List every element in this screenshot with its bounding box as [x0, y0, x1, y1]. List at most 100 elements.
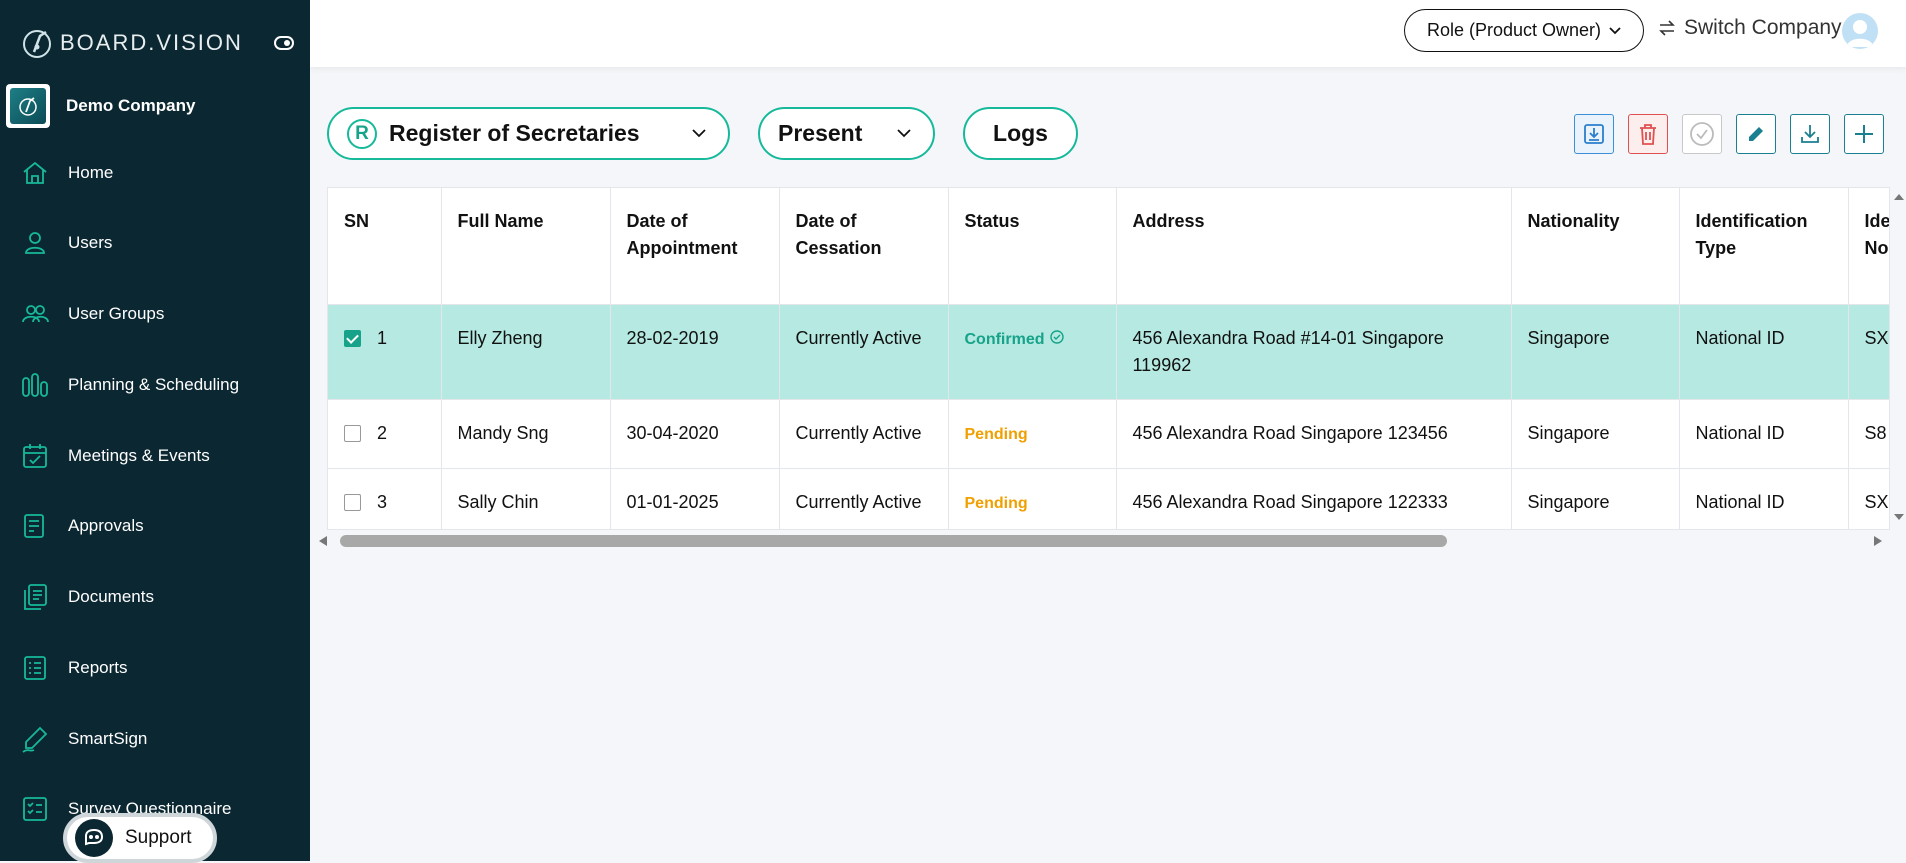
nav-item-users[interactable]: Users: [20, 228, 112, 258]
table-header-row: SN Full Name Date of Appointment Date of…: [328, 188, 1889, 304]
table-row[interactable]: 3 Sally Chin 01-01-2025 Currently Active…: [328, 467, 1889, 529]
scrollbar-thumb[interactable]: [340, 535, 1447, 547]
column-header[interactable]: SN: [328, 188, 442, 304]
nav-item-reports[interactable]: Reports: [20, 653, 128, 683]
cell-appointment: 01-01-2025: [610, 467, 780, 529]
edit-icon: [1749, 127, 1763, 141]
cell-nationality: Singapore: [1511, 467, 1680, 529]
column-header[interactable]: Full Name: [441, 188, 611, 304]
column-header[interactable]: Address: [1116, 188, 1512, 304]
cell-status: Pending: [948, 467, 1117, 529]
nav-label: User Groups: [68, 304, 165, 323]
home-icon: [23, 161, 47, 184]
row-sn: 3: [377, 491, 388, 512]
import-icon: [1584, 124, 1604, 144]
row-sn: 1: [377, 327, 388, 348]
nav-label: Documents: [68, 587, 154, 606]
survey-icon: [23, 797, 47, 821]
status-badge: Pending: [964, 494, 1028, 512]
download-button[interactable]: [1790, 114, 1830, 154]
cell-nationality: Singapore: [1511, 398, 1680, 468]
nav-item-meetings[interactable]: Meetings & Events: [20, 441, 210, 471]
register-label: Register of Secretaries: [389, 120, 640, 146]
cell-nationality: Singapore: [1511, 303, 1680, 399]
scroll-up-icon[interactable]: [1893, 193, 1905, 201]
cell-address: 456 Alexandra Road #14-01 Singapore 1199…: [1116, 303, 1512, 399]
user-icon: [25, 232, 45, 254]
switch-icon: [1659, 20, 1675, 36]
scroll-left-icon[interactable]: [318, 535, 328, 547]
period-dropdown[interactable]: Present: [758, 107, 935, 160]
scroll-down-icon[interactable]: [1893, 513, 1905, 521]
company-selector[interactable]: Demo Company: [6, 84, 195, 128]
scroll-right-icon[interactable]: [1873, 535, 1883, 547]
reports-icon: [24, 656, 46, 680]
nav-item-documents[interactable]: Documents: [20, 582, 154, 612]
table-row[interactable]: 2 Mandy Sng 30-04-2020 Currently Active …: [328, 398, 1889, 468]
cell-full-name: Sally Chin: [441, 467, 611, 529]
column-header[interactable]: Identification No.: [1848, 188, 1889, 304]
nav-item-home[interactable]: Home: [20, 158, 113, 188]
check-circle-icon: [1049, 329, 1064, 344]
register-table: SN Full Name Date of Appointment Date of…: [327, 187, 1890, 530]
company-logo: [6, 84, 50, 128]
cell-appointment: 28-02-2019: [610, 303, 780, 399]
company-name: Demo Company: [66, 96, 196, 115]
cell-cessation: Currently Active: [779, 398, 949, 468]
column-header[interactable]: Nationality: [1511, 188, 1680, 304]
period-label: Present: [778, 120, 863, 146]
nav-label: SmartSign: [68, 729, 148, 748]
switch-company-button[interactable]: Switch Company: [1658, 16, 1842, 40]
documents-icon: [24, 584, 47, 610]
import-button[interactable]: [1574, 114, 1614, 154]
column-header[interactable]: Identification Type: [1679, 188, 1849, 304]
sidebar-toggle-icon[interactable]: [274, 36, 294, 55]
cell-address: 456 Alexandra Road Singapore 123456: [1116, 398, 1512, 468]
row-sn: 2: [377, 422, 388, 443]
status-badge: Pending: [964, 425, 1028, 443]
column-header[interactable]: Date of Cessation: [779, 188, 949, 304]
download-icon: [1801, 125, 1819, 143]
register-dropdown[interactable]: R Register of Secretaries: [327, 107, 730, 160]
cell-id-no: SX: [1848, 303, 1889, 399]
logs-label: Logs: [993, 120, 1048, 146]
cell-address: 456 Alexandra Road Singapore 122333: [1116, 467, 1512, 529]
calendar-icon: [23, 444, 47, 468]
cell-id-no: SX: [1848, 467, 1889, 529]
nav-label: Home: [68, 163, 114, 182]
brand-name: BOARD.VISION: [60, 30, 243, 55]
role-dropdown[interactable]: Role (Product Owner): [1404, 9, 1644, 52]
nav-item-planning[interactable]: Planning & Scheduling: [20, 370, 239, 400]
table-row[interactable]: 1 Elly Zheng 28-02-2019 Currently Active…: [328, 303, 1889, 399]
brand-logo[interactable]: BOARD.VISION: [20, 26, 243, 60]
edit-button[interactable]: [1736, 114, 1776, 154]
avatar[interactable]: [1842, 13, 1878, 49]
approve-button[interactable]: [1682, 114, 1722, 154]
nav-item-approvals[interactable]: Approvals: [20, 511, 144, 541]
row-checkbox[interactable]: [344, 330, 361, 348]
nav-item-user-groups[interactable]: User Groups: [20, 299, 164, 329]
chevron-down-icon: [692, 129, 706, 138]
row-checkbox[interactable]: [344, 425, 361, 443]
nav-label: Planning & Scheduling: [68, 375, 240, 394]
chevron-down-icon: [1609, 26, 1621, 34]
row-checkbox[interactable]: [344, 494, 361, 512]
column-header[interactable]: Status: [948, 188, 1117, 304]
support-button[interactable]: Support: [63, 813, 217, 863]
nav-label: Approvals: [68, 516, 144, 535]
planning-icon: [22, 373, 48, 397]
cell-status: Pending: [948, 398, 1117, 468]
logs-button[interactable]: Logs: [963, 107, 1078, 160]
register-badge: R: [347, 118, 377, 149]
cell-cessation: Currently Active: [779, 467, 949, 529]
add-icon: [1855, 125, 1873, 143]
user-group-icon: [22, 305, 49, 323]
approve-icon: [1690, 122, 1714, 146]
sidebar: BOARD.VISION Demo Company Home Users Use…: [0, 0, 310, 863]
horizontal-scrollbar[interactable]: [318, 532, 1883, 550]
delete-button[interactable]: [1628, 114, 1668, 154]
nav-item-smartsign[interactable]: SmartSign: [20, 724, 147, 754]
nav-label: Reports: [68, 658, 128, 677]
add-button[interactable]: [1844, 114, 1884, 154]
column-header[interactable]: Date of Appointment: [610, 188, 780, 304]
